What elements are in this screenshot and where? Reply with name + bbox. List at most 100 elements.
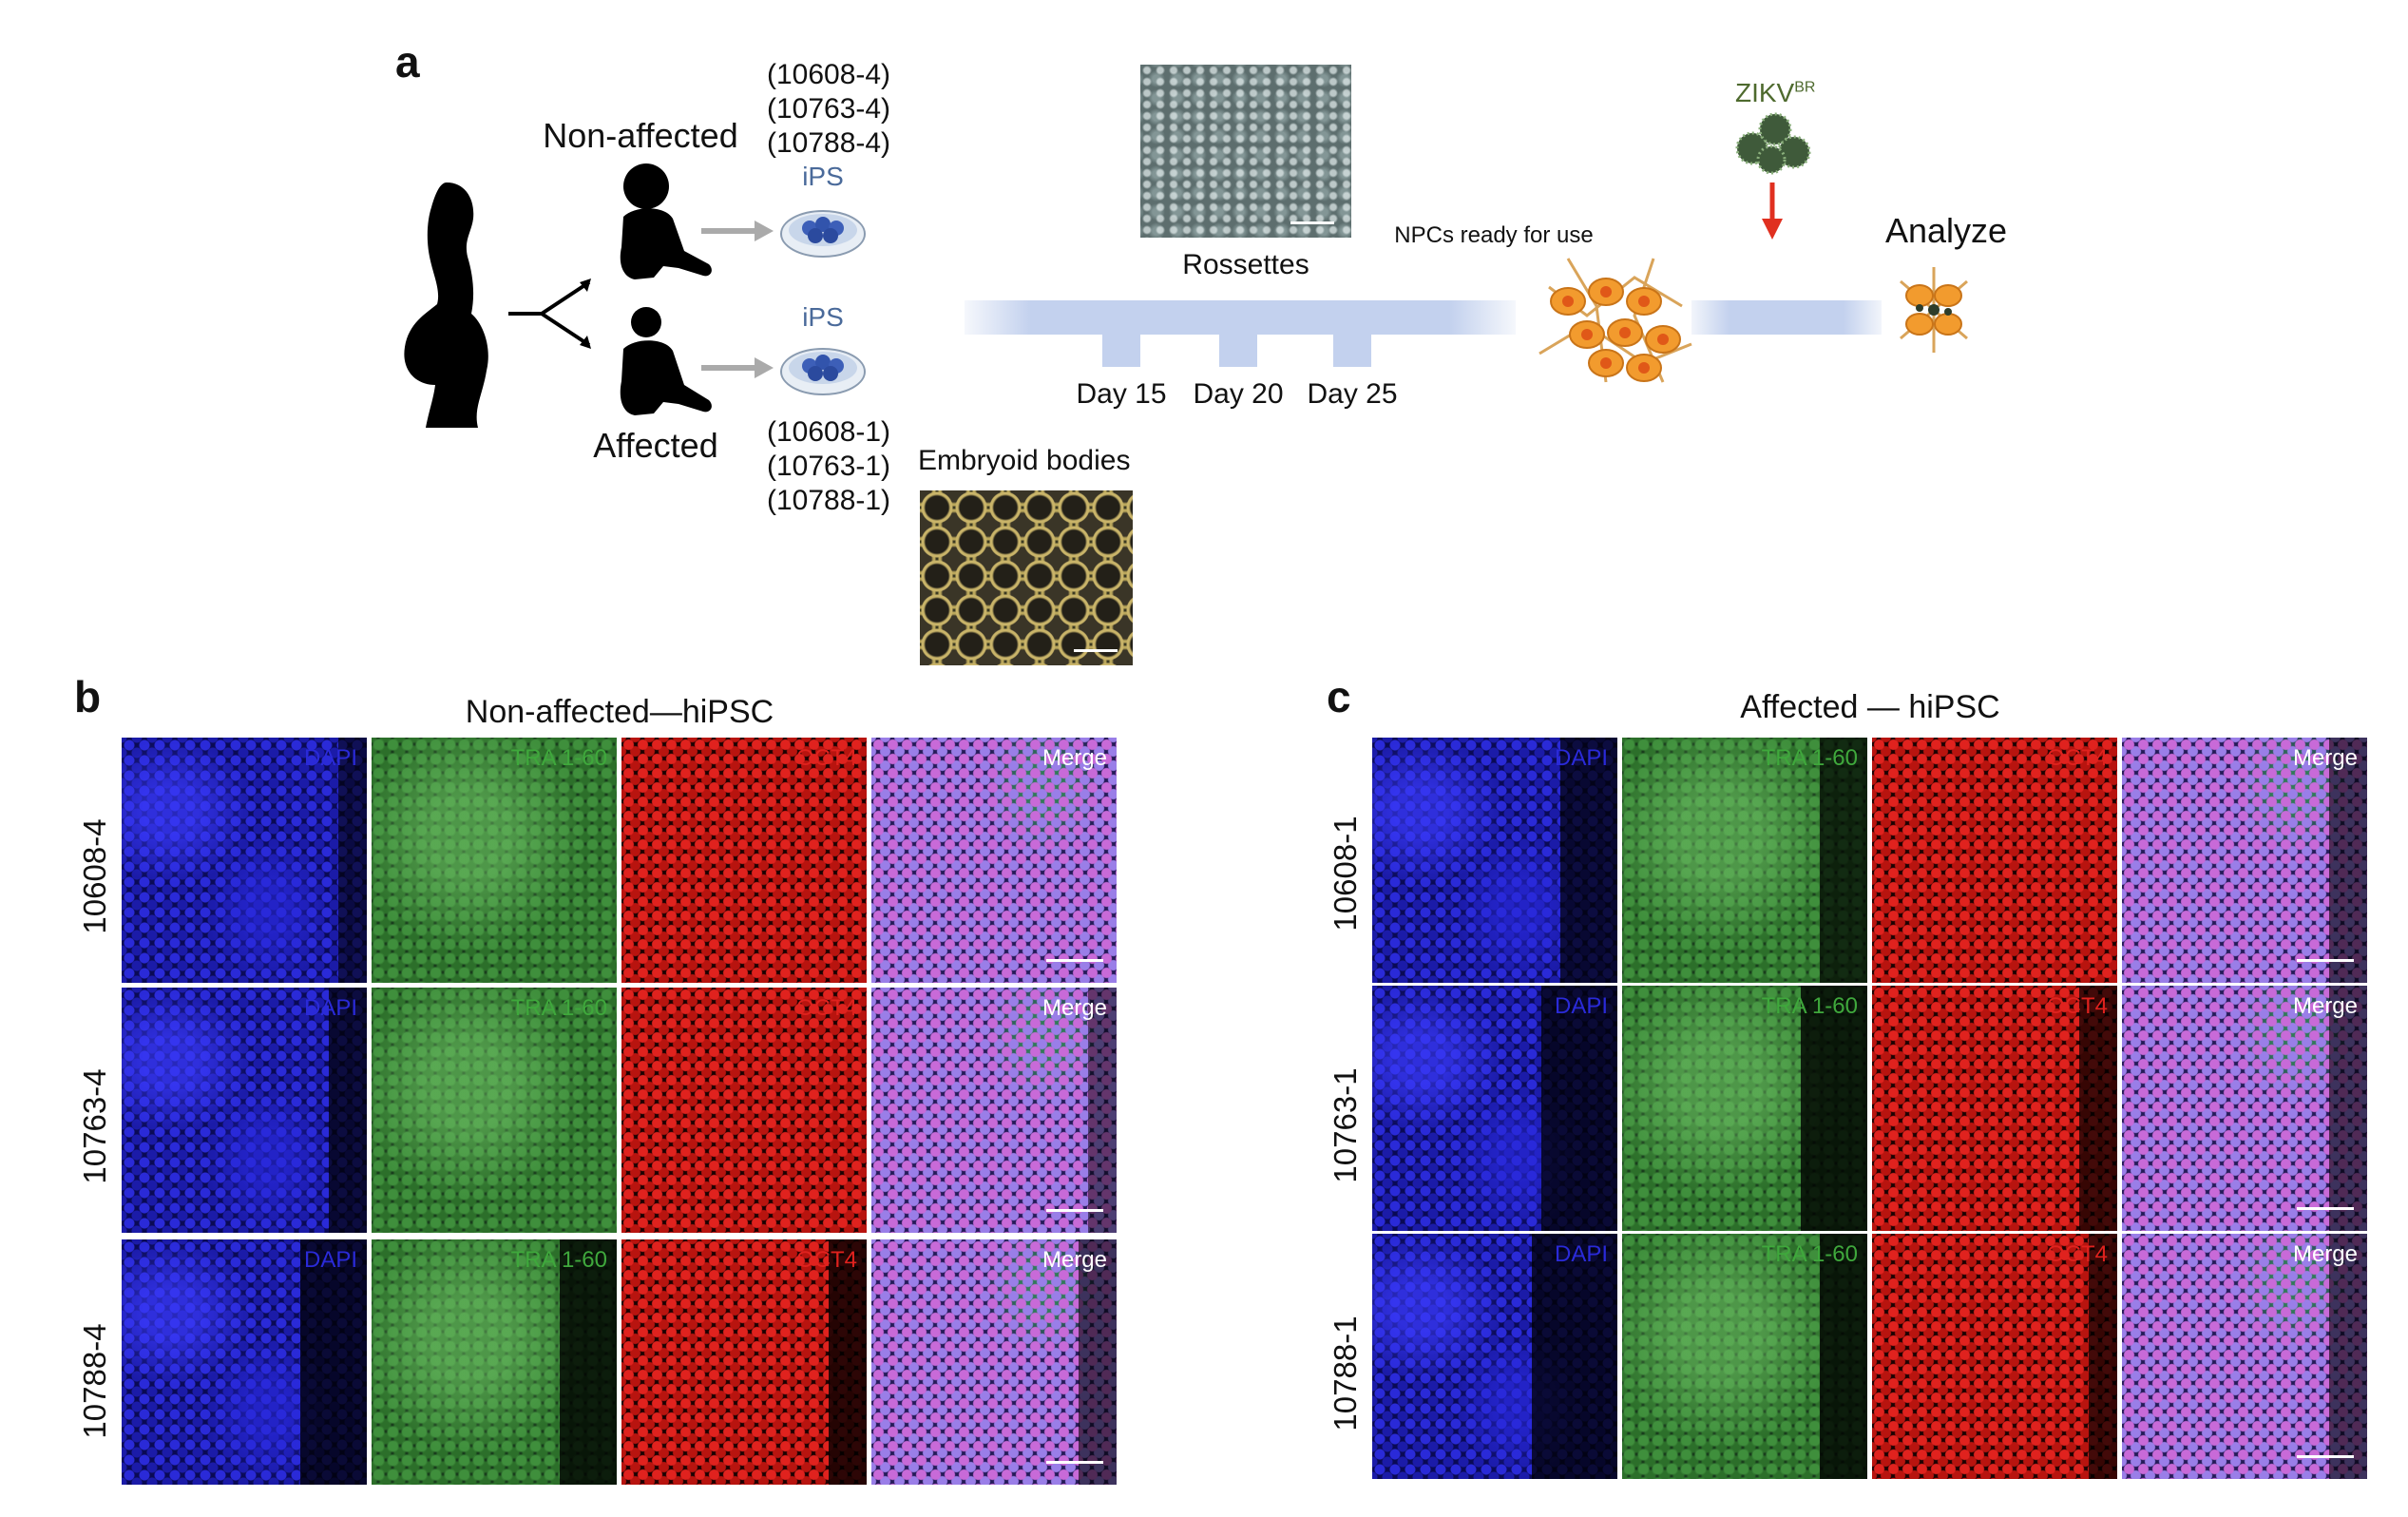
scale-bar (1046, 1461, 1103, 1464)
b-r3-dapi-image: DAPI (122, 1239, 367, 1485)
panel-c-row-3-label: 10788-1 (1328, 1315, 1363, 1431)
panel-a-letter: a (395, 37, 420, 86)
b-r2-dapi-image: DAPI (122, 988, 367, 1233)
c-r1-dapi-image: DAPI (1372, 738, 1617, 983)
timeline-bar (965, 300, 1516, 335)
c-r3-merge-image: Merge (2122, 1234, 2367, 1479)
channel-label: Merge (1042, 745, 1107, 771)
branch-arrows (508, 278, 591, 349)
b-r3-tra-image: TRA 1-60 (372, 1239, 617, 1485)
affected-baby-icon (620, 307, 712, 415)
scale-bar (2297, 1207, 2354, 1210)
non-affected-baby-icon (620, 163, 712, 279)
c-r3-oct4-image: OCT4 (1872, 1234, 2117, 1479)
zikv-text: ZIKV (1735, 78, 1795, 107)
panel-b-row-1-label: 10608-4 (77, 818, 112, 934)
post-npc-bar (1691, 300, 1882, 335)
c-r2-merge-image: Merge (2122, 986, 2367, 1231)
non-affected-id-1: (10608-4) (766, 59, 891, 90)
panel-c-letter: c (1327, 672, 1351, 721)
b-r2-tra-image: TRA 1-60 (372, 988, 617, 1233)
embryoid-bodies-image (920, 490, 1133, 665)
ips-dish-bottom-icon (780, 348, 866, 395)
c-r2-tra-image: TRA 1-60 (1622, 986, 1867, 1231)
scale-bar (2297, 1455, 2354, 1458)
channel-label: DAPI (303, 1247, 357, 1273)
arrow-to-ips-bottom-icon (701, 357, 774, 378)
c-r2-dapi-image: DAPI (1372, 986, 1617, 1231)
analyzed-cell-icon (1900, 267, 1968, 353)
c-r3-tra-image: TRA 1-60 (1622, 1234, 1867, 1479)
channel-label: TRA 1-60 (1761, 993, 1858, 1019)
panel-c-row-1-label: 10608-1 (1328, 816, 1363, 931)
panel-c-title: Affected — hiPSC (1740, 689, 2000, 725)
c-r3-dapi-image: DAPI (1372, 1234, 1617, 1479)
b-r2-merge-image: Merge (871, 988, 1117, 1233)
analyze-label: Analyze (1884, 211, 2008, 250)
panel-b-row-3-label: 10788-4 (77, 1323, 112, 1439)
rosettes-image (1140, 65, 1351, 238)
b-r1-tra-image: TRA 1-60 (372, 738, 617, 983)
channel-label: DAPI (1554, 745, 1608, 771)
ips-label-top: iPS (802, 162, 844, 191)
zikv-superscript: BR (1794, 79, 1816, 96)
channel-label: Merge (1042, 995, 1107, 1021)
channel-label: TRA 1-60 (1761, 1241, 1858, 1267)
channel-label: DAPI (303, 745, 357, 771)
c-r1-oct4-image: OCT4 (1872, 738, 2117, 983)
day-20-tick (1219, 333, 1257, 367)
channel-label: Merge (2292, 745, 2358, 771)
channel-label: OCT4 (795, 1247, 857, 1273)
npcs-ready-label: NPCs ready for use (1394, 222, 1594, 248)
channel-label: OCT4 (2046, 745, 2108, 771)
channel-label: Merge (2292, 1241, 2358, 1267)
zikv-label: ZIKVBR (1735, 78, 1815, 108)
panel-b-letter: b (74, 672, 102, 721)
channel-label: OCT4 (2046, 1241, 2108, 1267)
channel-label: OCT4 (2046, 993, 2108, 1019)
rosettes-label: Rossettes (1182, 249, 1309, 280)
c-r1-tra-image: TRA 1-60 (1622, 738, 1867, 983)
channel-label: OCT4 (795, 745, 857, 771)
panel-b-row-2-label: 10763-4 (77, 1068, 112, 1184)
affected-id-2: (10763-1) (766, 451, 891, 482)
panel-b-title: Non-affected—hiPSC (465, 694, 774, 730)
ips-dish-top-icon (780, 210, 866, 258)
b-r2-oct4-image: OCT4 (621, 988, 867, 1233)
b-r3-merge-image: Merge (871, 1239, 1117, 1485)
npc-cluster-icon (1538, 258, 1692, 383)
day-15-tick (1102, 333, 1140, 367)
channel-label: Merge (1042, 1247, 1107, 1273)
affected-id-3: (10788-1) (766, 485, 891, 516)
panel-c-row-2-label: 10763-1 (1328, 1067, 1363, 1183)
channel-label: TRA 1-60 (1761, 745, 1858, 771)
pregnant-woman-silhouette-icon (404, 182, 488, 428)
affected-id-1: (10608-1) (766, 416, 891, 448)
day-25-tick (1333, 333, 1371, 367)
day-15-label: Day 15 (1076, 378, 1167, 410)
scale-bar (2297, 959, 2354, 962)
day-20-label: Day 20 (1193, 378, 1284, 410)
b-r1-oct4-image: OCT4 (621, 738, 867, 983)
non-affected-id-2: (10763-4) (766, 93, 891, 125)
channel-label: DAPI (1554, 1241, 1608, 1267)
non-affected-id-3: (10788-4) (766, 127, 891, 159)
affected-label: Affected (593, 426, 718, 465)
scale-bar (1046, 959, 1103, 962)
day-25-label: Day 25 (1307, 378, 1398, 410)
channel-label: TRA 1-60 (510, 1247, 607, 1273)
virus-particles-icon (1735, 112, 1811, 175)
scale-bar (1046, 1209, 1103, 1212)
arrow-to-ips-top-icon (701, 221, 774, 241)
red-down-arrow-icon (1762, 182, 1783, 240)
channel-label: OCT4 (795, 995, 857, 1021)
b-r1-dapi-image: DAPI (122, 738, 367, 983)
channel-label: TRA 1-60 (510, 995, 607, 1021)
c-r2-oct4-image: OCT4 (1872, 986, 2117, 1231)
embryoid-bodies-label: Embryoid bodies (918, 445, 1131, 476)
channel-label: DAPI (303, 995, 357, 1021)
c-r1-merge-image: Merge (2122, 738, 2367, 983)
b-r3-oct4-image: OCT4 (621, 1239, 867, 1485)
non-affected-label: Non-affected (543, 116, 738, 155)
ips-label-bottom: iPS (802, 302, 844, 332)
